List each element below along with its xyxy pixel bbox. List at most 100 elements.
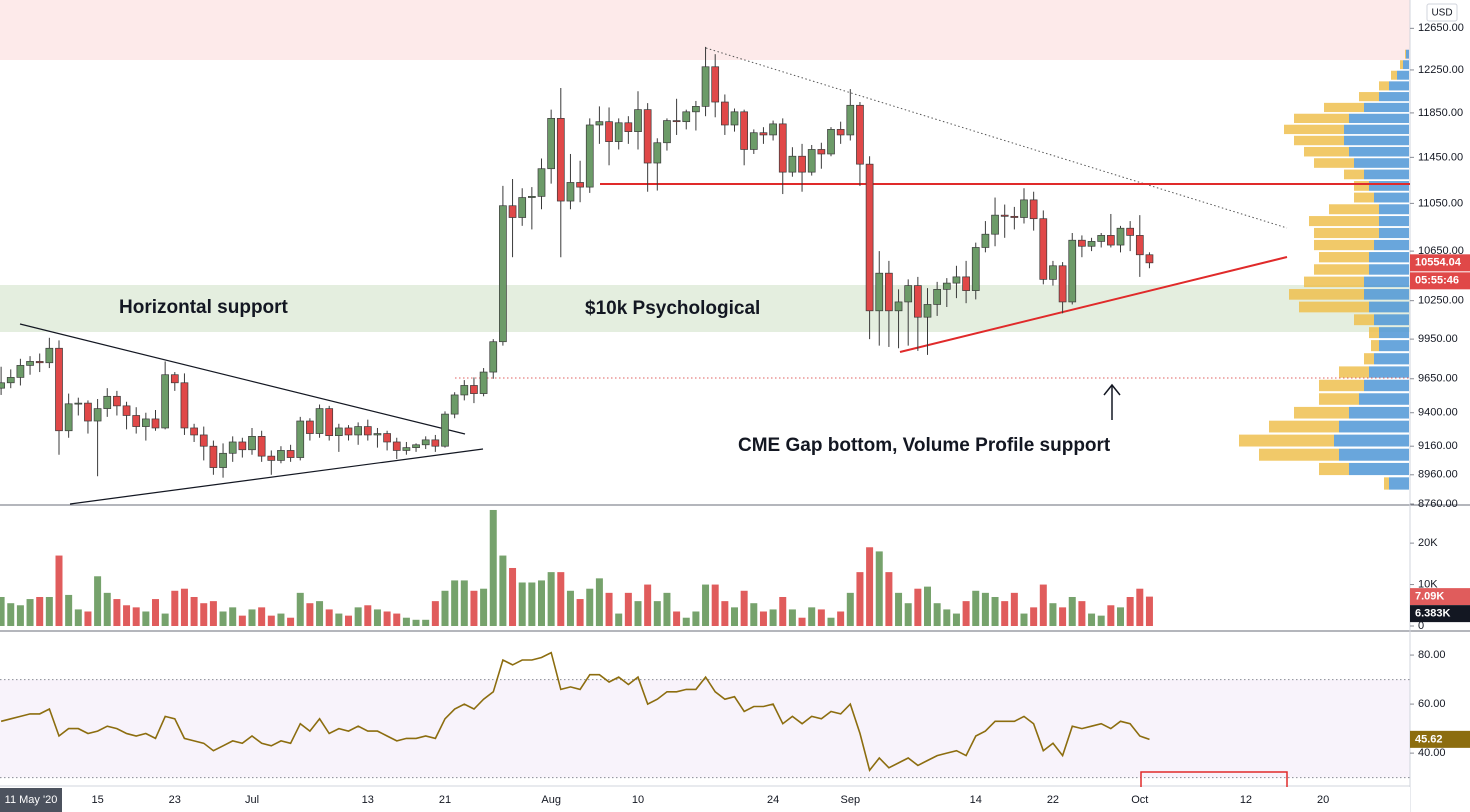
rsi-band: [0, 679, 1410, 778]
triangle-upper: [19, 323, 466, 435]
volume-bar: [904, 603, 912, 626]
volume-bar: [132, 607, 140, 626]
currency-box: [1426, 3, 1458, 22]
volume-bar: [1107, 605, 1115, 626]
volume-bar: [856, 572, 864, 626]
profile-down: [1400, 60, 1403, 70]
y-tick-label: 9160.00: [1418, 440, 1458, 452]
volume-bar: [325, 609, 333, 626]
profile-down: [1319, 379, 1364, 392]
profile-down: [1354, 192, 1374, 203]
candle-body: [1097, 235, 1106, 242]
y-tick-label: 40.00: [1418, 747, 1446, 759]
volume-bar: [731, 607, 738, 626]
candle-body: [1135, 235, 1144, 256]
profile-up: [1379, 216, 1409, 227]
candle-body: [450, 394, 459, 415]
candle-body: [402, 447, 411, 451]
profile-up: [1397, 70, 1409, 80]
candle-body: [6, 377, 15, 384]
volume-bar: [94, 576, 102, 626]
candle-body: [170, 374, 179, 384]
profile-down: [1259, 448, 1339, 461]
volume-bar: [84, 611, 92, 626]
profile-down: [1314, 158, 1354, 168]
volume-bar: [711, 584, 719, 626]
volume-bar: [692, 611, 700, 626]
candle-body: [547, 118, 556, 170]
profile-up: [1349, 406, 1409, 419]
candle-body: [122, 405, 131, 416]
candle-body: [518, 197, 527, 218]
candle-body: [335, 427, 343, 436]
profile-down: [1324, 102, 1364, 113]
y-tick-label: 0: [1418, 620, 1424, 632]
candle-body: [55, 347, 63, 432]
candle-body: [1145, 254, 1154, 264]
volume-bar: [422, 619, 430, 626]
candle-body: [1116, 227, 1125, 246]
volume-bar: [190, 596, 198, 626]
candle-body: [325, 408, 334, 436]
volume-bar: [74, 609, 82, 626]
profile-down: [1379, 81, 1389, 91]
volume-bar: [1117, 607, 1124, 626]
volume-bar: [470, 590, 478, 626]
profile-up: [1344, 135, 1409, 146]
volume-bar: [914, 588, 922, 626]
candle-body: [614, 122, 623, 142]
cursor-date-box: [0, 788, 62, 812]
volume-bar: [296, 592, 304, 626]
candle-body: [219, 452, 227, 468]
candle-body: [296, 420, 305, 458]
y-tick-label: 9400.00: [1418, 407, 1458, 419]
rising-support-line: [899, 256, 1288, 353]
volume-bar: [499, 555, 507, 626]
profile-down: [1364, 353, 1374, 365]
volume-bar: [1078, 601, 1086, 626]
time-axis-bg: [0, 787, 1410, 812]
profile-up: [1374, 192, 1409, 203]
y-tick-label: 11850.00: [1418, 107, 1463, 119]
volume-bar: [943, 609, 951, 626]
profile-up: [1379, 92, 1409, 102]
volume-bar: [1145, 596, 1153, 626]
volume-bar: [441, 590, 449, 626]
volume-bar: [1020, 613, 1028, 626]
profile-down: [1294, 113, 1349, 124]
volume-bar: [16, 605, 24, 626]
candle-body: [74, 402, 83, 405]
profile-down: [1314, 227, 1379, 239]
candle-body: [315, 408, 324, 434]
candle-body: [1087, 241, 1096, 247]
y-tick-label: 12250.00: [1418, 64, 1464, 76]
volume-bar: [653, 601, 661, 626]
candle-body: [807, 149, 816, 173]
candle-body: [769, 123, 777, 136]
candle-body: [827, 129, 835, 155]
candle-body: [142, 418, 150, 427]
candle-body: [190, 427, 198, 436]
y-tick-label: 60.00: [1418, 698, 1446, 710]
candle-body: [942, 282, 951, 290]
volume-bar: [258, 607, 266, 626]
candle-body: [663, 120, 671, 144]
profile-up: [1374, 314, 1409, 326]
candle-body: [392, 441, 401, 451]
profile-down: [1371, 340, 1379, 352]
candle-body: [373, 433, 382, 436]
volume-bar: [1059, 607, 1067, 626]
volume-bar: [557, 572, 565, 626]
candle-body: [383, 433, 391, 443]
profile-up: [1403, 60, 1409, 70]
candle-body: [952, 276, 961, 284]
candle-body: [962, 276, 970, 291]
profile-down: [1239, 434, 1334, 447]
profile-up: [1379, 204, 1409, 215]
arrow-head: [1103, 383, 1121, 396]
profile-down: [1384, 477, 1389, 490]
candle-body: [1020, 199, 1028, 218]
profile-up: [1374, 239, 1409, 251]
volume-bar: [1049, 603, 1057, 626]
candle-body: [991, 214, 999, 235]
